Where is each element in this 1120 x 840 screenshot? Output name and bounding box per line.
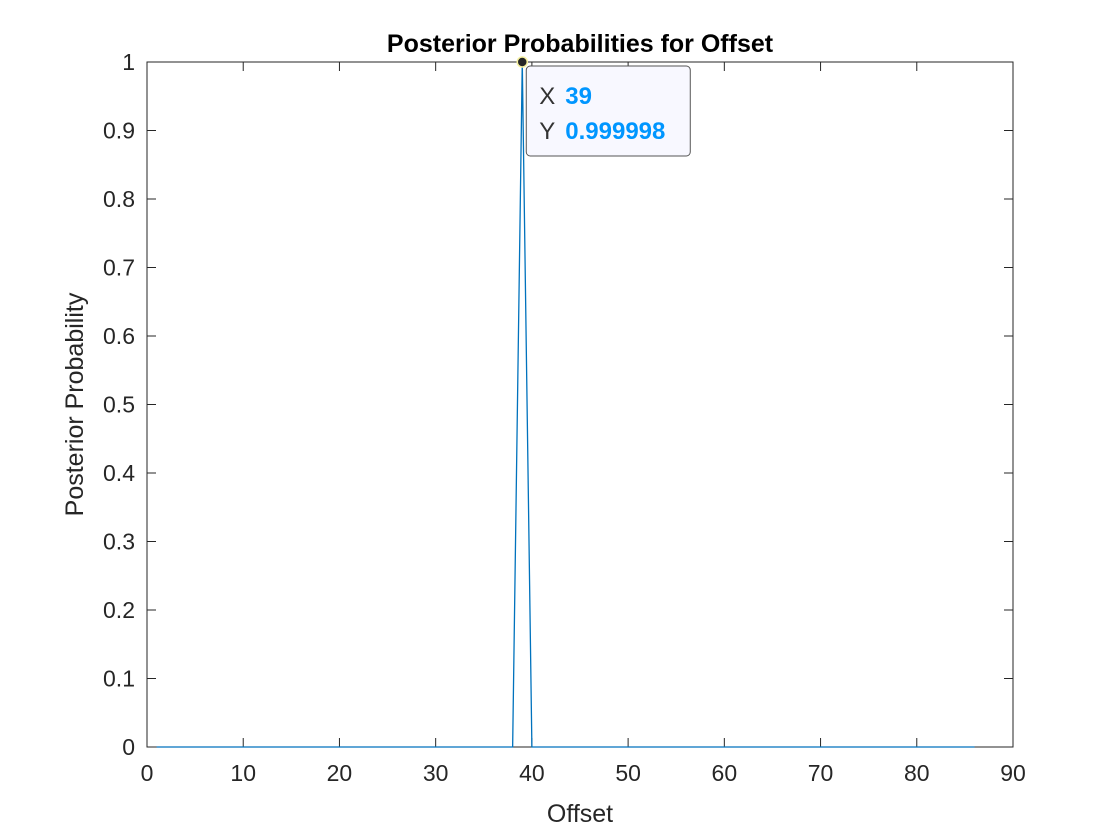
y-tick-label: 0.6 xyxy=(103,323,135,349)
y-tick-label: 0.2 xyxy=(103,597,135,623)
x-tick-label: 0 xyxy=(141,760,154,786)
datatip-marker[interactable] xyxy=(516,56,529,68)
datatip-y-key: Y xyxy=(539,118,555,145)
y-tick-label: 0.8 xyxy=(103,186,135,212)
y-tick-label: 0.3 xyxy=(103,529,135,555)
x-axis: 0 10 20 30 40 50 60 70 80 90 xyxy=(141,62,1026,786)
x-tick-label: 60 xyxy=(712,760,738,786)
y-tick-label: 0.9 xyxy=(103,118,135,144)
x-tick-label: 30 xyxy=(423,760,449,786)
x-tick-label: 70 xyxy=(808,760,834,786)
x-tick-label: 80 xyxy=(904,760,930,786)
x-tick-label: 90 xyxy=(1000,760,1026,786)
x-tick-label: 50 xyxy=(615,760,641,786)
datatip-box xyxy=(525,65,691,157)
y-axis-title: Posterior Probability xyxy=(61,292,89,516)
y-tick-label: 0.7 xyxy=(103,255,135,281)
y-tick-label: 0.1 xyxy=(103,666,135,692)
datatip-y-value: 0.999998 xyxy=(565,118,665,145)
y-tick-label: 0.5 xyxy=(103,392,135,418)
x-tick-label: 20 xyxy=(327,760,353,786)
y-tick-label: 0 xyxy=(122,734,135,760)
x-tick-label: 40 xyxy=(519,760,545,786)
x-tick-label: 10 xyxy=(230,760,256,786)
datatip-x-key: X xyxy=(539,83,555,110)
y-axis: 0 0.1 0.2 0.3 0.4 0.5 0.6 0.7 0.8 0.9 1 xyxy=(103,49,1013,760)
datatip[interactable]: X 39 Y 0.999998 xyxy=(516,56,691,157)
x-axis-title: Offset xyxy=(547,800,613,828)
y-tick-label: 1 xyxy=(122,49,135,75)
plot-area[interactable] xyxy=(146,61,1014,748)
datatip-x-value: 39 xyxy=(565,83,592,110)
y-tick-label: 0.4 xyxy=(103,460,135,486)
chart-title: Posterior Probabilities for Offset xyxy=(387,30,774,58)
